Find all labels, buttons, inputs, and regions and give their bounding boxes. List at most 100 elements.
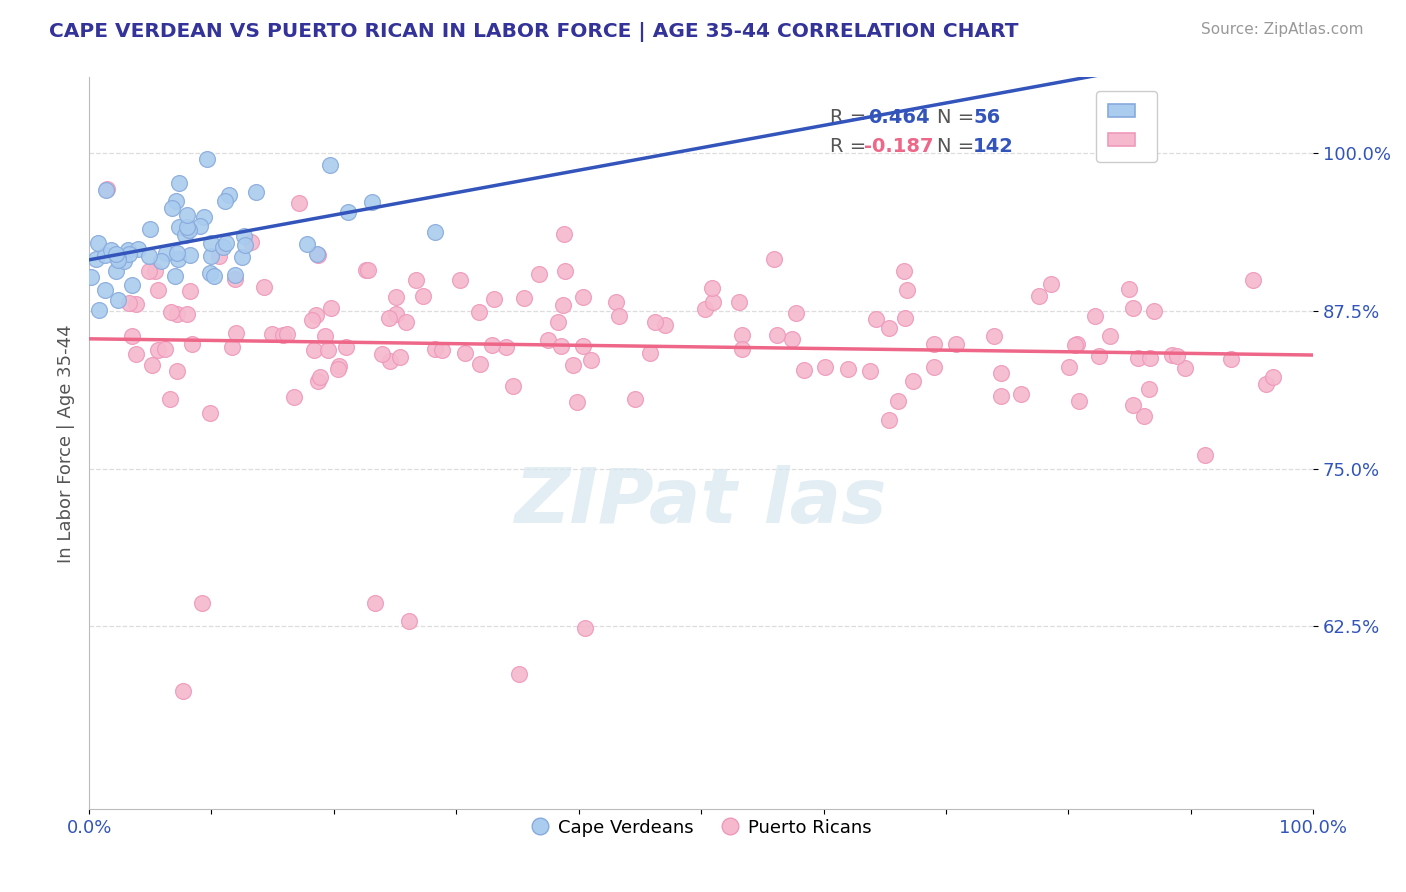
Point — [782, 332, 804, 346]
Text: Source: ZipAtlas.com: Source: ZipAtlas.com — [1201, 22, 1364, 37]
Point — [198, 406, 221, 420]
Point — [159, 392, 181, 407]
Point — [307, 374, 329, 388]
Point — [1064, 337, 1087, 351]
Point — [693, 301, 716, 316]
Point — [571, 290, 593, 304]
Point — [644, 315, 666, 329]
Point — [107, 251, 129, 265]
Point — [174, 228, 197, 243]
Point — [176, 307, 198, 321]
Point — [356, 263, 378, 277]
Point — [335, 340, 357, 354]
Text: -0.187: -0.187 — [865, 137, 934, 156]
Point — [1241, 273, 1264, 287]
Point — [877, 321, 900, 335]
Point — [360, 194, 382, 209]
Point — [127, 242, 149, 256]
Point — [607, 309, 630, 323]
Point — [877, 413, 900, 427]
Point — [371, 346, 394, 360]
Point — [983, 329, 1005, 343]
Text: N =: N = — [938, 108, 981, 128]
Point — [731, 343, 754, 357]
Point — [179, 285, 201, 299]
Point — [100, 244, 122, 258]
Point — [188, 219, 211, 233]
Point — [121, 329, 143, 343]
Point — [316, 343, 339, 357]
Point — [166, 307, 188, 321]
Point — [326, 362, 349, 376]
Point — [859, 363, 882, 377]
Point — [319, 301, 342, 316]
Point — [328, 359, 350, 374]
Point — [550, 339, 572, 353]
Point — [893, 264, 915, 278]
Point — [319, 158, 342, 172]
Point — [1069, 394, 1091, 409]
Point — [571, 339, 593, 353]
Point — [271, 327, 294, 342]
Point — [166, 245, 188, 260]
Point — [1220, 352, 1243, 367]
Point — [702, 294, 724, 309]
Point — [159, 305, 181, 319]
Point — [1166, 349, 1188, 363]
Point — [153, 342, 176, 356]
Point — [837, 362, 859, 376]
Point — [148, 284, 170, 298]
Point — [527, 267, 550, 281]
Text: 56: 56 — [973, 108, 1000, 128]
Point — [150, 253, 173, 268]
Legend: Cape Verdeans, Puerto Ricans: Cape Verdeans, Puerto Ricans — [523, 812, 879, 844]
Point — [165, 194, 187, 208]
Point — [139, 221, 162, 235]
Point — [245, 185, 267, 199]
Point — [1142, 303, 1164, 318]
Point — [1263, 369, 1285, 384]
Point — [814, 360, 837, 375]
Point — [105, 247, 128, 261]
Point — [398, 614, 420, 628]
Point — [167, 219, 190, 234]
Point — [1160, 348, 1182, 362]
Point — [865, 311, 887, 326]
Point — [176, 208, 198, 222]
Point — [730, 327, 752, 342]
Point — [562, 358, 585, 372]
Point — [138, 249, 160, 263]
Point — [87, 236, 110, 251]
Point — [700, 281, 723, 295]
Point — [112, 254, 135, 268]
Point — [200, 249, 222, 263]
Point — [1194, 448, 1216, 462]
Point — [166, 363, 188, 377]
Point — [253, 280, 276, 294]
Point — [412, 289, 434, 303]
Point — [728, 294, 751, 309]
Point — [922, 336, 945, 351]
Point — [1040, 277, 1063, 292]
Point — [385, 307, 408, 321]
Point — [180, 337, 202, 351]
Point — [1139, 351, 1161, 365]
Point — [224, 272, 246, 286]
Point — [276, 327, 298, 342]
Point — [495, 340, 517, 354]
Point — [922, 360, 945, 375]
Point — [301, 313, 323, 327]
Point — [141, 358, 163, 372]
Point — [200, 235, 222, 250]
Point — [307, 247, 329, 261]
Point — [384, 290, 406, 304]
Point — [208, 249, 231, 263]
Point — [117, 244, 139, 258]
Point — [765, 327, 787, 342]
Point — [283, 390, 305, 404]
Point — [297, 237, 319, 252]
Point — [107, 252, 129, 267]
Point — [1010, 387, 1032, 401]
Point — [423, 342, 446, 356]
Point — [537, 333, 560, 347]
